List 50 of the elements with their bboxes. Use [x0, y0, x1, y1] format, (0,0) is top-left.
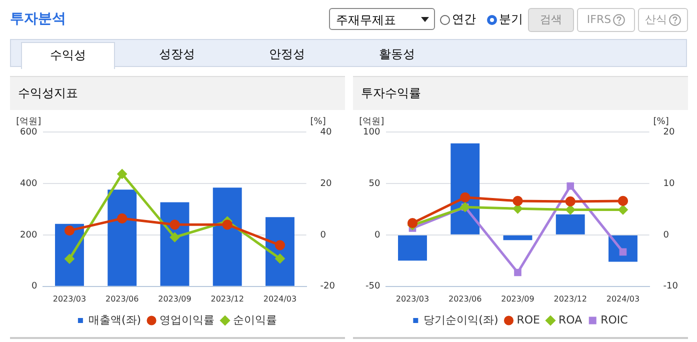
y2-tick-label: 20 [663, 127, 676, 138]
x-tick-label: 2024/03 [606, 294, 640, 304]
y2-tick-label: 10 [663, 178, 676, 189]
x-tick-label: 2023/12 [554, 294, 587, 304]
y-tick-label: -50 [365, 282, 380, 292]
y2-tick-label: 0 [320, 230, 326, 240]
y-tick-label: 50 [368, 178, 380, 189]
y2-tick-label: -10 [663, 282, 678, 292]
x-tick-label: 2024/03 [263, 294, 297, 304]
y-axis-title: [억원] [359, 116, 384, 127]
y2-tick-label: 20 [320, 178, 332, 189]
text: IFRS [586, 12, 612, 28]
chart-title: 투자수익률 [353, 76, 688, 110]
text: 산식 [645, 12, 667, 28]
y2-axis-title: [%] [653, 116, 669, 127]
y-tick-label: 0 [31, 282, 38, 292]
y2-axis-title: [%] [310, 116, 326, 127]
text: 투자분석 [10, 10, 66, 28]
y-tick-label: 100 [362, 127, 380, 138]
chart-title: 수익성지표 [10, 76, 345, 110]
y-tick-label: 200 [20, 230, 38, 240]
y2-tick-label: -20 [320, 282, 336, 292]
legend-label: ROA [558, 313, 583, 326]
text: 활동성 [378, 46, 416, 63]
y2-tick-label: 40 [320, 127, 332, 138]
x-tick-label: 2023/03 [52, 294, 86, 304]
y2-tick-label: 0 [663, 230, 670, 240]
legend-label: 매출액(좌) [88, 313, 142, 326]
x-tick-label: 2023/03 [396, 294, 430, 304]
y-tick-label: 0 [374, 230, 380, 240]
text: 수익성 [21, 42, 115, 69]
text: 주재무제표 [329, 8, 435, 30]
x-tick-label: 2023/06 [448, 294, 482, 304]
legend-label: 당기순이익(좌) [424, 313, 498, 326]
legend-label: ROE [516, 313, 540, 326]
text: 안정성 [268, 46, 306, 63]
x-tick-label: 2023/06 [106, 294, 139, 304]
x-tick-label: 2023/09 [501, 294, 534, 304]
x-tick-label: 2023/12 [210, 294, 244, 304]
legend-label: ROIC [600, 313, 628, 326]
legend-label: 순이익률 [233, 313, 278, 326]
text: 검색 [540, 12, 562, 28]
y-axis-title: [억원] [16, 116, 42, 127]
text: 성장성 [158, 46, 196, 63]
text: 분기 [499, 11, 523, 28]
legend-label: 영업이익률 [160, 313, 215, 326]
text: 연간 [452, 11, 476, 28]
y-tick-label: 600 [20, 127, 38, 138]
x-tick-label: 2023/09 [158, 294, 192, 304]
y-tick-label: 400 [20, 178, 38, 189]
